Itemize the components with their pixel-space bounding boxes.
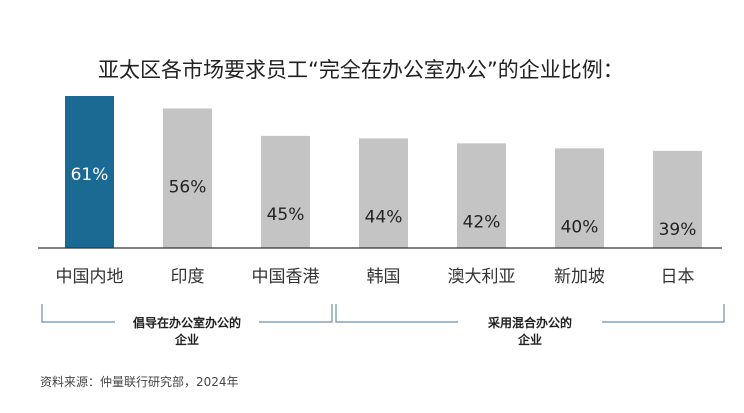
group-label-2-line2: 企业 — [517, 332, 542, 347]
chart-title: 亚太区各市场要求员工“完全在办公室办公”的企业比例： — [98, 58, 624, 82]
bar-5 — [457, 143, 506, 248]
group-label-1-line1: 倡导在办公室办公的 — [132, 315, 241, 330]
category-labels: 中国内地 印度 中国香港 韩国 澳大利亚 新加坡 日本 — [56, 267, 695, 287]
bar-6 — [555, 148, 604, 248]
group-label-bg-1 — [115, 314, 259, 330]
source-note: 资料来源：仲量联行研究部，2024年 — [40, 374, 239, 389]
value-label-1: 61% — [71, 165, 109, 185]
bar-4 — [359, 138, 408, 248]
value-label-4: 44% — [365, 207, 403, 227]
category-label-1: 中国内地 — [56, 267, 124, 287]
bar-7 — [653, 150, 702, 248]
category-label-4: 韩国 — [367, 267, 401, 287]
category-label-3: 中国香港 — [252, 267, 320, 287]
bar-2 — [163, 108, 212, 248]
group-label-bg-2 — [458, 314, 602, 330]
bar-3 — [261, 135, 310, 248]
bar-1 — [65, 96, 114, 248]
value-label-6: 40% — [561, 217, 599, 237]
value-label-3: 45% — [267, 205, 305, 225]
category-label-6: 新加坡 — [554, 267, 605, 287]
group-label-2-line1: 采用混合办公的 — [487, 315, 572, 330]
bars-group: 61% 56% 45% 44% 42% 40% 39% — [65, 96, 702, 248]
value-label-2: 56% — [169, 177, 207, 197]
value-label-5: 42% — [463, 212, 501, 232]
category-label-2: 印度 — [171, 267, 205, 287]
category-label-5: 澳大利亚 — [448, 267, 516, 287]
group-label-1-line2: 企业 — [174, 332, 199, 347]
value-label-7: 39% — [659, 220, 697, 240]
category-label-7: 日本 — [661, 267, 695, 287]
